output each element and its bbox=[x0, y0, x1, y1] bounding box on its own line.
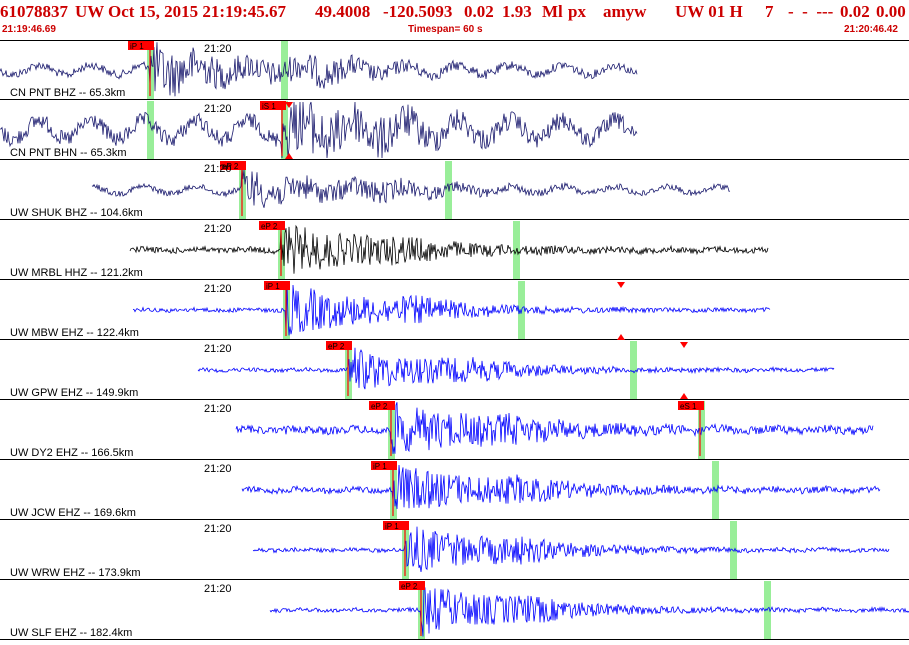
seismogram-trace bbox=[91, 166, 731, 208]
pick-flag[interactable] bbox=[326, 341, 352, 350]
minute-label: 21:20 bbox=[204, 583, 232, 595]
pick-label-secondary: eS 1 bbox=[680, 402, 697, 411]
end-time: 21:20:46.42 bbox=[844, 24, 898, 35]
station-label: UW MRBL HHZ -- 121.2km bbox=[10, 267, 143, 279]
waveform-canvas[interactable]: iP 1 21:20 CN PNT BHZ -- 65.3km iS 1 21:20 CN… bbox=[0, 40, 909, 640]
pick-label: eP 2 bbox=[371, 402, 388, 411]
trace-panel[interactable]: iS 1 21:20 CN PNT BHN -- 65.3km bbox=[0, 101, 909, 160]
pick-window bbox=[281, 41, 288, 99]
station-label: CN PNT BHN -- 65.3km bbox=[10, 147, 127, 159]
minute-label: 21:20 bbox=[204, 343, 232, 355]
station-label: CN PNT BHZ -- 65.3km bbox=[10, 87, 125, 99]
pick-flag-secondary[interactable] bbox=[678, 401, 704, 410]
event-lon: -120.5093 bbox=[383, 2, 453, 21]
event-type: px bbox=[568, 2, 586, 21]
seismogram-trace bbox=[129, 224, 769, 274]
event-network: UW bbox=[75, 2, 105, 21]
trace-panel[interactable]: iP 1 21:20 UW JCW EHZ -- 169.6km bbox=[0, 461, 909, 520]
pick-window bbox=[147, 101, 154, 159]
event-lat: 49.4008 bbox=[315, 2, 371, 21]
minute-label: 21:20 bbox=[204, 103, 232, 115]
time-range-line: 21:19:46.69 Timespan= 60 s 21:20:46.42 bbox=[0, 24, 909, 38]
trace-panel[interactable]: iP 1 21:20 CN PNT BHZ -- 65.3km bbox=[0, 41, 909, 100]
event-id: 61078837 bbox=[0, 2, 68, 21]
trace-panel[interactable]: eP 221:20 UW SHUK BHZ -- 104.6km bbox=[0, 161, 909, 220]
station-label: UW DY2 EHZ -- 166.5km bbox=[10, 447, 133, 459]
up-triangle-icon bbox=[285, 153, 293, 159]
pick-flag[interactable] bbox=[383, 521, 409, 530]
timespan: Timespan= 60 s bbox=[408, 24, 483, 35]
pick-flag[interactable] bbox=[259, 221, 285, 230]
pick-flag[interactable] bbox=[371, 461, 397, 470]
pick-flag[interactable] bbox=[264, 281, 290, 290]
event-flags: - - --- bbox=[788, 2, 834, 21]
seismogram-trace bbox=[269, 585, 909, 637]
minute-label: 21:20 bbox=[204, 463, 232, 475]
start-time: 21:19:46.69 bbox=[2, 24, 56, 35]
trace-panel[interactable]: iP 1 21:20 UW WRW EHZ -- 173.9km bbox=[0, 521, 909, 580]
trace-panel[interactable]: eP 2 21:20 UW GPW EHZ -- 149.9km bbox=[0, 334, 909, 400]
pick-flag[interactable] bbox=[260, 101, 286, 110]
event-source: UW 01 H bbox=[675, 2, 743, 21]
pick-flag[interactable] bbox=[399, 581, 425, 590]
pick-label: eP 2 bbox=[261, 222, 278, 231]
station-label: UW MBW EHZ -- 122.4km bbox=[10, 327, 139, 339]
seismogram-trace bbox=[0, 42, 638, 97]
trace-panel[interactable]: eP 2 21:20 UW SLF EHZ -- 182.4km bbox=[0, 581, 909, 640]
down-triangle-icon bbox=[680, 342, 688, 348]
pick-label: iP 1 bbox=[373, 462, 387, 471]
station-label: UW SLF EHZ -- 182.4km bbox=[10, 627, 132, 639]
event-mag-type: Ml bbox=[542, 2, 563, 21]
up-triangle-icon bbox=[680, 393, 688, 399]
event-depth: 0.02 bbox=[464, 2, 494, 21]
down-triangle-icon bbox=[617, 282, 625, 288]
station-label: UW WRW EHZ -- 173.9km bbox=[10, 567, 141, 579]
trace-panel[interactable]: iP 1 21:20 UW MBW EHZ -- 122.4km bbox=[0, 281, 909, 340]
event-analyst: amyw bbox=[603, 2, 647, 21]
event-datetime: Oct 15, 2015 21:19:45.67 bbox=[108, 2, 287, 21]
event-header: 61078837 UW Oct 15, 2015 21:19:45.67 49.… bbox=[0, 0, 909, 40]
seismogram-trace bbox=[0, 101, 638, 159]
pick-flag[interactable] bbox=[220, 161, 246, 170]
minute-label: 21:20 bbox=[204, 43, 232, 55]
seismogram-trace bbox=[235, 402, 874, 454]
trace-panel[interactable]: eP 2 21:20 UW MRBL HHZ -- 121.2km bbox=[0, 221, 909, 280]
up-triangle-icon bbox=[617, 334, 625, 340]
pick-label: eP 2 bbox=[328, 342, 345, 351]
event-count: 7 bbox=[765, 2, 774, 21]
station-label: UW SHUK BHZ -- 104.6km bbox=[10, 207, 143, 219]
minute-label: 21:20 bbox=[204, 283, 232, 295]
pick-label: iS 1 bbox=[262, 102, 276, 111]
seismogram-trace bbox=[241, 464, 881, 510]
station-label: UW JCW EHZ -- 169.6km bbox=[10, 507, 136, 519]
minute-label: 21:20 bbox=[204, 403, 232, 415]
waveform-panels[interactable]: iP 1 21:20 CN PNT BHZ -- 65.3km iS 1 21:20 CN… bbox=[0, 40, 909, 640]
pick-label: iP 1 bbox=[266, 282, 280, 291]
trace-panel[interactable]: eP 2 eS 1 21:20 UW DY2 EHZ -- 166.5km bbox=[0, 393, 909, 460]
pick-label: iP 1 bbox=[130, 42, 144, 51]
station-label: UW GPW EHZ -- 149.9km bbox=[10, 387, 138, 399]
pick-window bbox=[630, 341, 637, 399]
pick-label: eP 2 bbox=[222, 162, 239, 171]
event-magnitude: 1.93 bbox=[502, 2, 532, 21]
event-rms: 0.00 bbox=[876, 2, 906, 21]
seismogram-trace bbox=[197, 347, 835, 390]
pick-flag[interactable] bbox=[128, 41, 154, 50]
pick-label: iP 1 bbox=[385, 522, 399, 531]
minute-label: 21:20 bbox=[204, 223, 232, 235]
minute-label: 21:20 bbox=[204, 163, 232, 175]
seismogram-trace bbox=[132, 282, 771, 336]
event-quality: 0.02 bbox=[840, 2, 870, 21]
minute-label: 21:20 bbox=[204, 523, 232, 535]
pick-flag[interactable] bbox=[369, 401, 395, 410]
pick-label: eP 2 bbox=[401, 582, 418, 591]
down-triangle-icon bbox=[285, 102, 293, 108]
seismogram-trace bbox=[252, 526, 890, 573]
event-summary-line: 61078837 UW Oct 15, 2015 21:19:45.67 49.… bbox=[0, 2, 909, 24]
pick-window bbox=[730, 521, 737, 579]
